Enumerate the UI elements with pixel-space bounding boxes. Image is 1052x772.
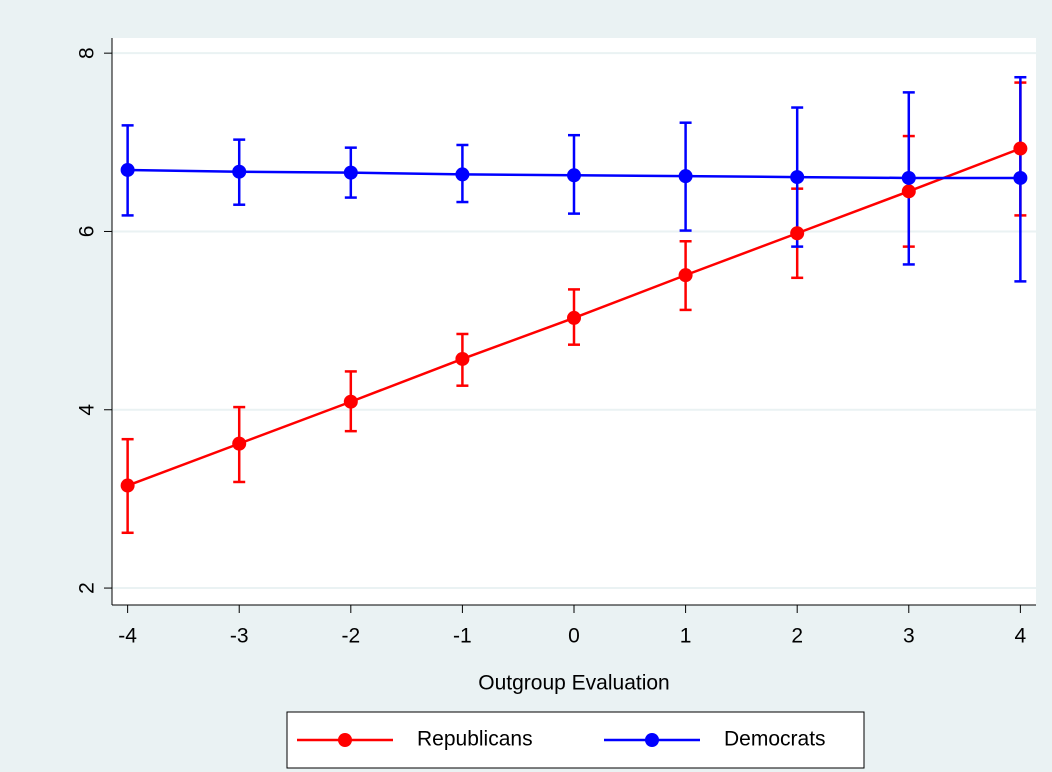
legend-marker: [645, 733, 659, 747]
y-tick-label: 2: [76, 582, 99, 594]
point: [232, 164, 247, 179]
x-axis-label: Outgroup Evaluation: [478, 672, 669, 695]
point: [343, 394, 358, 409]
x-tick-label: 0: [568, 625, 580, 648]
point: [1013, 141, 1028, 156]
legend-label: Democrats: [724, 728, 826, 751]
point: [790, 170, 805, 185]
x-tick-label: 3: [903, 625, 915, 648]
point: [901, 184, 916, 199]
point: [567, 168, 581, 183]
point: [678, 268, 693, 283]
point: [567, 310, 581, 325]
x-tick-label: -3: [230, 625, 249, 648]
x-tick-label: -1: [453, 625, 472, 648]
point: [901, 170, 916, 185]
y-tick-label: 4: [76, 404, 99, 416]
point: [1013, 170, 1028, 185]
x-tick-label: 2: [791, 625, 803, 648]
legend-label: Republicans: [417, 728, 533, 751]
x-tick-label: 4: [1015, 625, 1027, 648]
x-tick-label: -4: [118, 625, 137, 648]
y-tick-label: 8: [76, 47, 99, 59]
point: [678, 169, 693, 184]
point: [232, 436, 247, 451]
point: [120, 162, 135, 177]
point: [455, 351, 470, 366]
point: [455, 167, 470, 182]
point: [120, 478, 135, 493]
legend-marker: [338, 733, 352, 747]
y-tick-label: 6: [76, 226, 99, 238]
x-tick-label: 1: [680, 625, 692, 648]
x-tick-label: -2: [341, 625, 360, 648]
point: [790, 226, 805, 241]
point: [343, 165, 358, 180]
